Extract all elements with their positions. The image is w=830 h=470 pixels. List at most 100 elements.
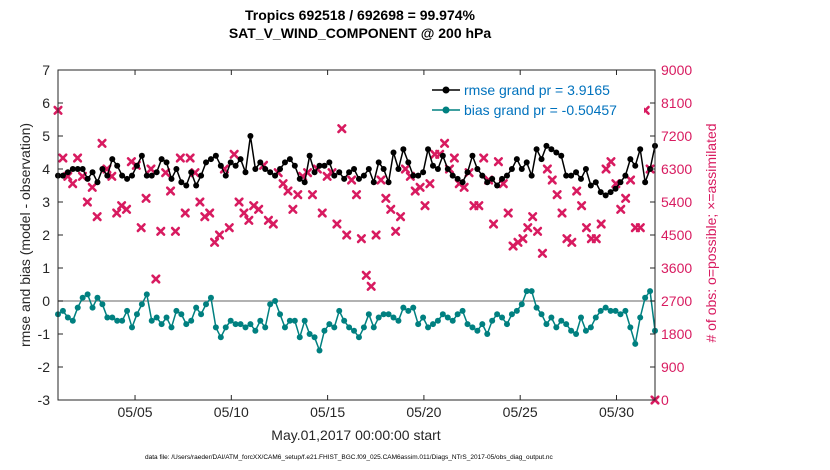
bias-point [198,311,205,318]
rmse-point [523,159,530,166]
bias-point [114,317,121,324]
bias-point [262,324,269,331]
rmse-point [508,166,515,172]
rmse-point [277,166,284,172]
obs-assimilated-marker [400,164,411,174]
y-right-tick-label: 6300 [661,161,692,177]
obs-assimilated-marker [523,223,533,233]
obs-assimilated-marker [581,223,592,233]
rmse-point [316,162,323,169]
rmse-point [148,172,155,179]
rmse-point [444,166,451,172]
rmse-point [173,166,180,172]
obs-assimilated-marker [278,179,288,189]
obs-assimilated-marker [254,204,264,214]
rmse-point [143,172,150,179]
chart-title-line1: Tropics 692518 / 692698 = 99.974% [245,7,476,23]
rmse-point [281,159,288,166]
bias-point [99,301,106,308]
obs-assimilated-marker [209,237,220,247]
y-right-tick-label: 4500 [661,227,692,243]
obs-assimilated-marker [488,219,499,229]
bias-point [617,311,624,318]
obs-assimilated-marker [395,212,406,222]
rmse-point [346,169,353,176]
rmse-point [548,146,555,153]
obs-assimilated-marker [244,215,254,225]
obs-assimilated-marker [493,157,504,167]
obs-assimilated-marker [175,153,185,163]
rmse-point [533,146,540,153]
rmse-point [94,179,101,186]
rmse-point [370,179,377,186]
bias-point [627,324,634,331]
rmse-point [296,175,303,182]
bias-point [469,324,476,331]
bias-point [380,311,387,318]
obs-assimilated-marker [356,234,366,244]
obs-assimilated-marker [518,234,528,244]
obs-assimilated-marker [420,201,430,211]
bias-point [553,324,560,331]
rmse-point [484,179,491,186]
bias-point [331,324,338,331]
bias-point [375,314,382,321]
rmse-point [573,169,580,176]
bias-point [489,317,496,324]
legend-rmse-marker [442,86,450,94]
rmse-point [637,146,644,153]
rmse-point [198,172,205,179]
bias-point [538,311,545,318]
rmse-point [469,152,476,159]
obs-assimilated-marker [87,182,97,192]
bias-point [568,327,575,334]
bias-point [64,314,71,321]
obs-assimilated-marker [479,153,489,163]
bias-point [454,311,461,318]
obs-assimilated-marker [268,219,278,229]
x-axis-label: May.01,2017 00:00:00 start [271,427,441,443]
bias-point [227,317,234,324]
obs-assimilated-marker [288,204,298,214]
rmse-point [336,169,343,176]
rmse-point [138,152,145,159]
y-left-tick-label: 4 [42,161,50,177]
y-right-tick-label: 7200 [661,128,692,144]
bias-point [508,311,515,318]
rmse-point [375,159,382,166]
obs-assimilated-marker [92,212,102,222]
y-axis-right: 0 900 1800 2700 3600 4500 5400 6300 7200 8100 9000 [650,62,692,408]
bias-point [503,321,510,328]
obs-assimilated-marker [72,153,83,163]
plot-area [58,70,655,400]
bias-point [607,307,614,314]
obs-assimilated-marker [537,248,548,258]
rmse-point [543,142,550,149]
rmse-point [153,169,160,176]
rmse-point [459,179,466,186]
rmse-point [439,152,446,159]
obs-assimilated-marker [386,204,396,214]
rmse-point [163,159,170,166]
rmse-point [454,175,461,182]
obs-assimilated-marker [591,234,601,244]
x-tick-label: 05/20 [406,404,441,420]
obs-assimilated-marker [283,186,293,196]
rmse-point [577,175,584,182]
rmse-point [257,159,264,166]
bias-point [94,294,101,301]
obs-assimilated-marker [361,270,371,280]
obs-assimilated-marker [224,223,234,233]
y-left-tick-label: 7 [42,62,50,78]
rmse-point [207,156,214,163]
y-left-tick-label: -3 [38,392,51,408]
rmse-point [114,162,121,169]
rmse-point [158,156,165,163]
bias-point [405,307,412,314]
bias-point [148,317,155,324]
obs-assimilated-marker [572,186,582,196]
rmse-point [237,156,244,163]
rmse-point [360,172,367,179]
obs-assimilated-marker [542,164,552,174]
rmse-point [222,172,229,179]
